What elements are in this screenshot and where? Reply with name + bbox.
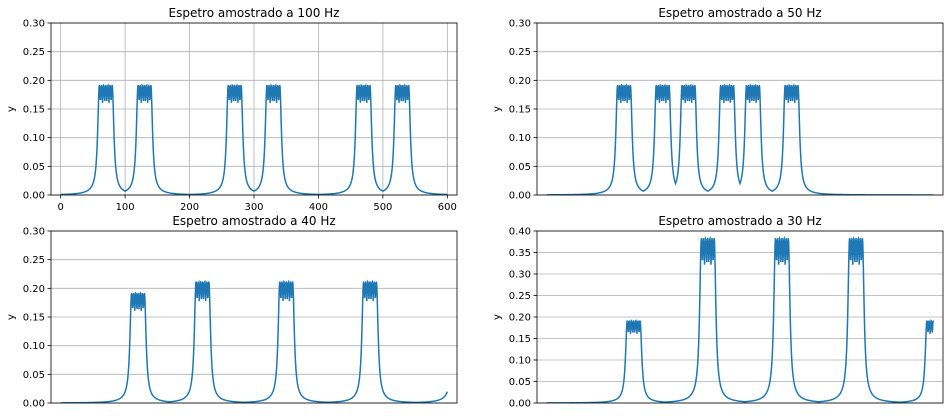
subplot-40hz: Espetro amostrado a 40 Hz y 0.00 0.05 0.10… (6, 214, 458, 410)
data-series-line (546, 235, 935, 403)
y-tick-label: 0.20 (23, 284, 45, 295)
subplot-title: Espetro amostrado a 40 Hz (172, 214, 335, 228)
y-tick-label: 0.05 (509, 162, 531, 173)
y-tick-label: 0.25 (23, 47, 45, 58)
x-tick-label: 0 (57, 202, 63, 213)
data-series-line (60, 83, 448, 195)
y-tick-label: 0.25 (509, 47, 531, 58)
y-tick-label: 0.40 (509, 227, 531, 238)
y-tick-label: 0.00 (23, 191, 45, 202)
y-tick-label: 0.30 (509, 270, 531, 281)
y-tick-label: 0.05 (509, 377, 531, 388)
y-tick-label: 0.15 (23, 105, 45, 116)
y-tick-label: 0.20 (509, 313, 531, 324)
data-series-line (60, 279, 449, 403)
y-tick-label: 0.35 (509, 248, 531, 259)
subplot-50hz: Espetro amostrado a 50 Hz y 0.00 0.05 0.10… (492, 6, 944, 202)
y-axis-label: y (492, 314, 503, 320)
y-tick-label: 0.00 (23, 399, 45, 410)
y-tick-label: 0.10 (509, 133, 531, 144)
y-tick-label: 0.00 (509, 399, 531, 410)
y-tick-label: 0.25 (509, 291, 531, 302)
y-tick-label: 0.30 (509, 19, 531, 30)
x-tick-label: 200 (180, 202, 199, 213)
y-tick-label: 0.25 (23, 255, 45, 266)
y-tick-label: 0.10 (509, 356, 531, 367)
y-tick-label: 0.00 (509, 191, 531, 202)
y-axis-label: y (6, 106, 17, 112)
subplot-100hz: Espetro amostrado a 100 Hz y 0.00 0.05 0.1… (6, 6, 458, 213)
y-tick-label: 0.05 (23, 370, 45, 381)
x-tick-label: 600 (438, 202, 457, 213)
y-tick-label: 0.15 (23, 313, 45, 324)
x-tick-label: 500 (373, 202, 392, 213)
y-tick-label: 0.20 (23, 76, 45, 87)
y-axis-label: y (6, 314, 17, 320)
y-tick-label: 0.15 (509, 334, 531, 345)
y-tick-label: 0.10 (23, 133, 45, 144)
x-tick-label: 100 (116, 202, 135, 213)
y-tick-label: 0.30 (23, 227, 45, 238)
subplot-title: Espetro amostrado a 30 Hz (658, 214, 821, 228)
subplot-30hz: Espetro amostrado a 30 Hz y 0.00 0.05 0.10… (492, 214, 944, 410)
y-tick-label: 0.20 (509, 76, 531, 87)
y-tick-label: 0.05 (23, 162, 45, 173)
y-tick-label: 0.30 (23, 19, 45, 30)
y-tick-label: 0.10 (23, 341, 45, 352)
y-axis-label: y (492, 106, 503, 112)
x-tick-label: 400 (309, 202, 328, 213)
subplot-title: Espetro amostrado a 100 Hz (169, 6, 340, 20)
y-tick-label: 0.15 (509, 105, 531, 116)
subplot-title: Espetro amostrado a 50 Hz (658, 6, 821, 20)
x-tick-label: 300 (244, 202, 263, 213)
